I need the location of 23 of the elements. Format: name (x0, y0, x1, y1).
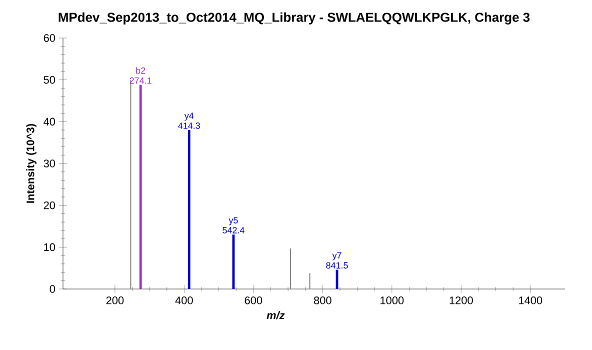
y-tick-label: 30 (44, 160, 56, 168)
x-tick-label: 600 (244, 296, 262, 304)
x-tick-label: 1000 (380, 296, 404, 304)
y-tick-label: 50 (44, 76, 56, 84)
data-label: y5 542.4 (222, 217, 244, 234)
y-tick-label: 20 (44, 201, 56, 210)
y-tick-label: 60 (44, 34, 56, 42)
y-tick-label: 40 (44, 118, 56, 126)
y-tick-label: 0 (50, 285, 56, 293)
x-axis-title: m/z (266, 311, 285, 320)
x-tick-label: 200 (106, 296, 124, 304)
x-tick-label: 800 (314, 296, 332, 304)
x-tick-label: 400 (175, 296, 193, 304)
x-tick-label: 1400 (519, 296, 542, 304)
x-tick-label: 1200 (450, 296, 473, 304)
bar (188, 130, 190, 289)
data-label: y7 841.5 (326, 252, 348, 269)
data-label: b2 274.1 (130, 67, 152, 84)
y-axis-title: Intensity (10^3) (26, 124, 36, 203)
data-label: y4 414.3 (178, 112, 200, 129)
chart-title: MPdev_Sep2013_to_Oct2014_MQ_Library - SWLAELQQWLKPGLK, Charge 3 (58, 12, 530, 25)
bar (139, 84, 142, 289)
y-tick-label: 10 (44, 243, 56, 252)
